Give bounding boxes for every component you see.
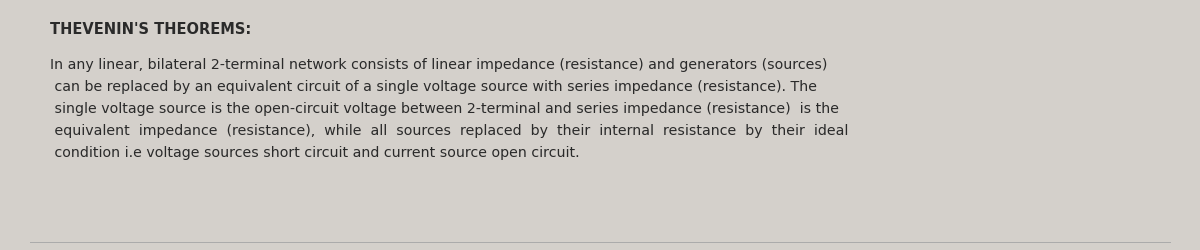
- Text: equivalent  impedance  (resistance),  while  all  sources  replaced  by  their  : equivalent impedance (resistance), while…: [50, 124, 848, 138]
- Text: single voltage source is the open-circuit voltage between 2-terminal and series : single voltage source is the open-circui…: [50, 102, 839, 116]
- Text: In any linear, bilateral 2-terminal network consists of linear impedance (resist: In any linear, bilateral 2-terminal netw…: [50, 58, 827, 72]
- Text: THEVENIN'S THEOREMS:: THEVENIN'S THEOREMS:: [50, 22, 251, 37]
- Text: condition i.e voltage sources short circuit and current source open circuit.: condition i.e voltage sources short circ…: [50, 146, 580, 160]
- Text: can be replaced by an equivalent circuit of a single voltage source with series : can be replaced by an equivalent circuit…: [50, 80, 817, 94]
